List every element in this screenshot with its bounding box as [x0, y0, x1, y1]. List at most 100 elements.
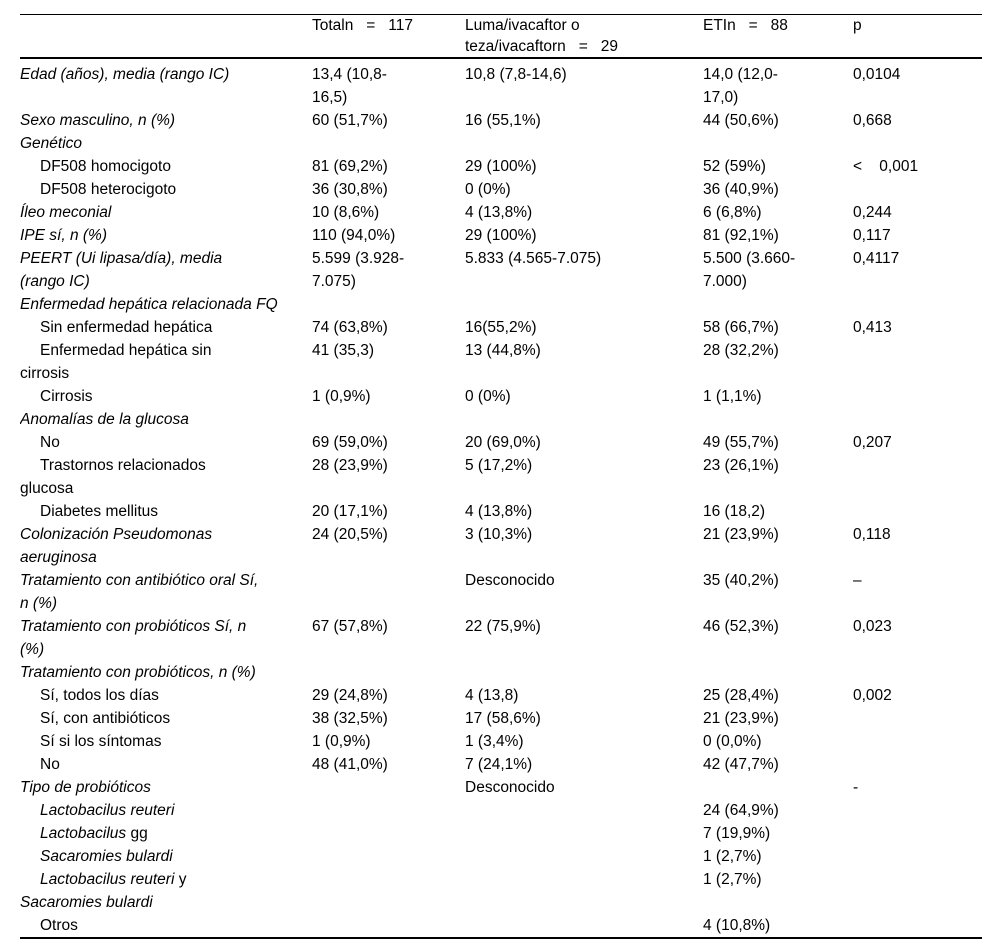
row-label-text: gg [126, 825, 148, 842]
total-cell [312, 776, 465, 799]
eti-cell: 21 (23,9%) [703, 526, 779, 543]
luma-ivacaftor-cell [465, 822, 703, 845]
eti-cell [703, 293, 853, 316]
row-label-italic-text: Enfermedad hepática relacionada FQ [20, 296, 278, 313]
table-row: No 69 (59,0%) 20 (69,0%) 49 (55,7%) 0,207 [20, 431, 982, 454]
eti-cell: 46 (52,3%) [703, 618, 779, 635]
luma-ivacaftor-cell [465, 132, 703, 155]
table-row: Enfermedad hepática relacionada FQ [20, 293, 982, 316]
row-label-cell: No [20, 753, 312, 776]
p-value-cell: 0,207 [853, 434, 892, 451]
total-cell: 38 (32,5%) [312, 710, 388, 727]
row-label-cell: Otros [20, 914, 312, 938]
p-value-cell: 0,002 [853, 687, 892, 704]
luma-ivacaftor-cell: 13 (44,8%) [465, 342, 541, 359]
total-cell: 10 (8,6%) [312, 204, 380, 221]
eti-cell: 49 (55,7%) [703, 434, 779, 451]
header-eti-cell: ETIn = 88 [703, 14, 853, 59]
table-row: Tratamiento con antibiótico oral Sí, n (… [20, 569, 982, 615]
p-value-cell [853, 868, 982, 914]
eti-cell [703, 132, 853, 155]
luma-ivacaftor-cell: Desconocido [465, 572, 555, 589]
p-value-cell: - [853, 779, 859, 796]
luma-ivacaftor-cell: Desconocido [465, 779, 555, 796]
clinical-characteristics-table: Totaln = 117 Luma/ivacaftor o teza/ivaca… [20, 14, 982, 939]
row-label-cell: Tipo de probióticos [20, 776, 312, 799]
table-row: Sexo masculino, n (%) 60 (51,7%) 16 (55,1%… [20, 109, 982, 132]
luma-ivacaftor-cell: 1 (3,4%) [465, 733, 524, 750]
row-label-italic-text: Tratamiento con probióticos, n (%) [20, 664, 256, 681]
p-value-cell: 0,4117 [853, 250, 900, 267]
table-row: Enfermedad hepática sin cirrosis 41 (35,3… [20, 339, 982, 385]
total-cell: 67 (57,8%) [312, 618, 388, 635]
table-row: Lactobacilus reuteri y Sacaromies bulard… [20, 868, 982, 914]
row-label-cell: Enfermedad hepática sin cirrosis [20, 339, 312, 385]
luma-ivacaftor-cell: 5.833 (4.565-7.075) [465, 250, 602, 267]
row-label-italic-text: Sacaromies bulardi [40, 848, 173, 865]
total-cell: 41 (35,3) [312, 342, 375, 359]
p-value-cell: 0,023 [853, 618, 892, 635]
total-cell: 24 (20,5%) [312, 526, 388, 543]
eti-cell: 5.500 (3.660- 7.000) [703, 250, 796, 290]
row-label-cell: DF508 heterocigoto [20, 178, 312, 201]
table-row: Otros 4 (10,8%) [20, 914, 982, 938]
luma-ivacaftor-cell: 4 (13,8%) [465, 503, 533, 520]
header-row: Totaln = 117 Luma/ivacaftor o teza/ivaca… [20, 14, 982, 59]
table-header: Totaln = 117 Luma/ivacaftor o teza/ivaca… [20, 14, 982, 59]
row-label-italic-text: Sexo masculino, n (%) [20, 112, 176, 129]
p-value-cell [853, 339, 982, 385]
row-label-cell: Lactobacilus reuteri y Sacaromies bulard… [20, 868, 312, 914]
eti-cell: 42 (47,7%) [703, 756, 779, 773]
table-row: PEERT (Ui lipasa/día), media (rango IC) 5… [20, 247, 982, 293]
eti-cell: 1 (2,7%) [703, 871, 762, 888]
p-value-cell: 0,0104 [853, 66, 901, 83]
table-row: Anomalías de la glucosa [20, 408, 982, 431]
row-label-text: No [40, 434, 60, 451]
header-p-value-cell: p [853, 14, 982, 59]
row-label-cell: IPE sí, n (%) [20, 224, 312, 247]
total-cell [312, 868, 465, 914]
total-cell: 29 (24,8%) [312, 687, 388, 704]
eti-cell: 0 (0,0%) [703, 733, 762, 750]
total-cell [312, 132, 465, 155]
table-row: Tipo de probióticos Desconocido - [20, 776, 982, 799]
row-label-italic-text: Lactobacilus reuteri [40, 871, 175, 888]
p-value-cell [853, 132, 982, 155]
p-value-cell: < 0,001 [853, 158, 919, 175]
table-row: No 48 (41,0%) 7 (24,1%) 42 (47,7%) [20, 753, 982, 776]
total-cell [312, 293, 465, 316]
row-label-italic-text: Íleo meconial [20, 204, 112, 221]
eti-cell: 52 (59%) [703, 158, 766, 175]
p-value-cell: 0,413 [853, 319, 892, 336]
total-cell: 60 (51,7%) [312, 112, 388, 129]
table-row: Cirrosis 1 (0,9%) 0 (0%) 1 (1,1%) [20, 385, 982, 408]
eti-cell: 4 (10,8%) [703, 917, 771, 934]
row-label-cell: No [20, 431, 312, 454]
total-cell: 5.599 (3.928- 7.075) [312, 250, 405, 290]
row-label-cell: Sacaromies bulardi [20, 845, 312, 868]
row-label-cell: Lactobacilus gg [20, 822, 312, 845]
row-label-text: Otros [40, 917, 78, 934]
table-row: IPE sí, n (%) 110 (94,0%) 29 (100%) 81 (92,… [20, 224, 982, 247]
luma-ivacaftor-cell: 3 (10,3%) [465, 526, 533, 543]
row-label-italic-text: Sacaromies bulardi [20, 894, 153, 911]
table-row: Sí, con antibióticos 38 (32,5%) 17 (58,6%)… [20, 707, 982, 730]
total-cell: 1 (0,9%) [312, 388, 371, 405]
row-label-cell: Genético [20, 132, 312, 155]
row-label-cell: Trastornos relacionados glucosa [20, 454, 312, 500]
luma-ivacaftor-cell: 29 (100%) [465, 158, 537, 175]
row-label-italic-text: Lactobacilus reuteri [40, 802, 175, 819]
eti-cell: 44 (50,6%) [703, 112, 779, 129]
row-label-text: No [40, 756, 60, 773]
eti-cell: 1 (2,7%) [703, 848, 762, 865]
row-label-cell: Colonización Pseudomonas aeruginosa [20, 523, 312, 569]
row-label-cell: Anomalías de la glucosa [20, 408, 312, 431]
row-label-italic-text: IPE sí, n (%) [20, 227, 107, 244]
p-value-cell: 0,118 [853, 526, 891, 543]
table-row: Tratamiento con probióticos, n (%) [20, 661, 982, 684]
table-row: Tratamiento con probióticos Sí, n (%) 67 … [20, 615, 982, 661]
luma-ivacaftor-cell: 22 (75,9%) [465, 618, 541, 635]
luma-ivacaftor-cell [465, 845, 703, 868]
row-label-cell: DF508 homocigoto [20, 155, 312, 178]
p-value-cell [853, 914, 982, 938]
